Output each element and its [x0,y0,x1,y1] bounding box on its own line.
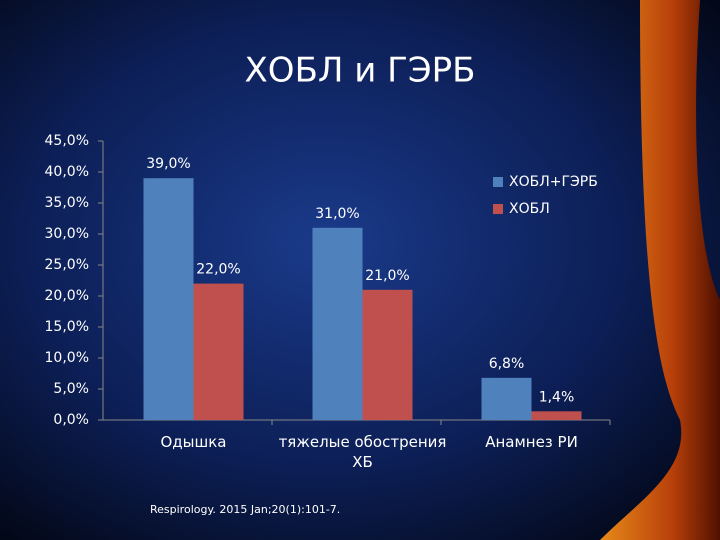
y-tick-label: 25,0% [45,257,89,273]
legend-swatch [493,177,503,187]
legend-label: ХОБЛ+ГЭРБ [509,174,598,190]
value-label: 31,0% [315,206,359,222]
y-tick-label: 15,0% [45,319,89,335]
chart-title: ХОБЛ и ГЭРБ [245,51,476,91]
value-label: 39,0% [146,156,190,172]
y-tick-label: 20,0% [45,288,89,304]
y-tick-label: 30,0% [45,226,89,242]
value-label: 21,0% [365,268,409,284]
bar [143,178,194,420]
value-label: 22,0% [196,262,240,278]
y-tick-label: 5,0% [53,381,89,397]
value-label: 1,4% [539,389,575,405]
y-tick-label: 10,0% [45,350,89,366]
value-label: 6,8% [489,356,525,372]
bar [193,283,244,420]
bar [481,377,532,420]
x-tick-label: Одышка [160,433,227,451]
bar [362,289,413,420]
source: Respirology. 2015 Jan;20(1):101-7. [150,503,340,516]
bar [312,227,363,420]
x-tick-label: тяжелые обострения ХБ [278,433,447,471]
y-tick-label: 40,0% [45,164,89,180]
legend-label: ХОБЛ [509,201,550,217]
y-tick-label: 0,0% [53,412,89,428]
y-tick-label: 45,0% [45,133,89,149]
y-tick-label: 35,0% [45,195,89,211]
bar [531,411,582,420]
legend-swatch [493,204,503,214]
x-tick-label: Анамнез РИ [485,433,578,451]
decoration [600,0,720,540]
